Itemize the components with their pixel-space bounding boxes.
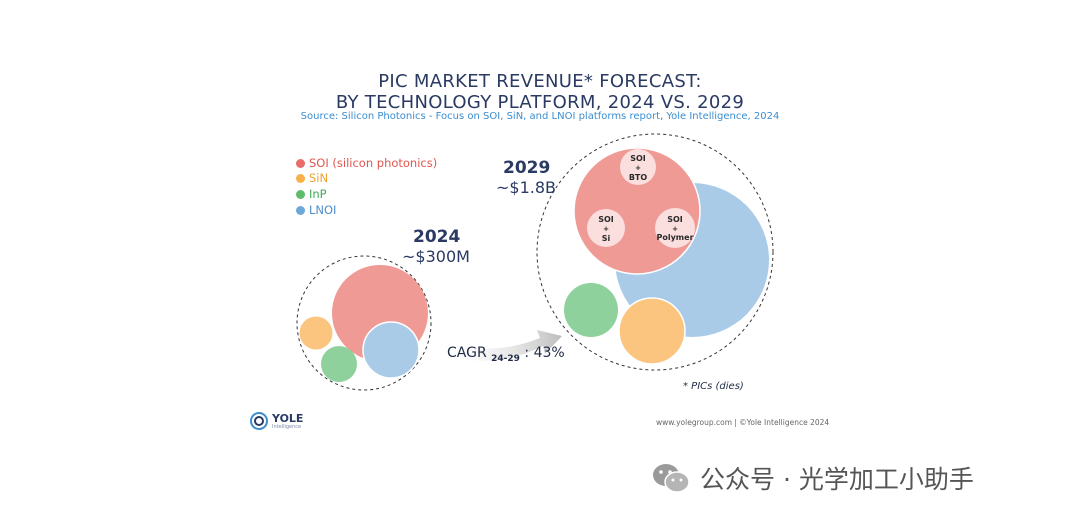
legend-label-inp: InP — [309, 187, 327, 201]
total-label-2024: ~$300M — [402, 247, 470, 266]
year-label-2024: 2024 — [413, 227, 461, 247]
bubble-2029-soi-si — [587, 209, 625, 247]
year-label-2029: 2029 — [503, 158, 551, 178]
legend-label-lnoi: LNOI — [309, 203, 337, 217]
legend-dot-lnoi — [296, 205, 305, 215]
legend-label-soi: SOI (silicon photonics) — [309, 156, 438, 170]
bubble-2029-inp — [564, 283, 618, 337]
wechat-icon — [653, 464, 690, 493]
segment-label-soi-si: SOI — [598, 215, 614, 224]
bubble-2024-sin — [299, 316, 333, 350]
footnote: * PICs (dies) — [683, 381, 744, 392]
chart-title-line2: BY TECHNOLOGY PLATFORM, 2024 VS. 2029 — [335, 92, 745, 113]
segment-label-soi-polymer-plus: + — [672, 225, 678, 233]
segment-label-soi-bto-plus: + — [635, 164, 641, 172]
chart-subtitle: Source: Silicon Photonics - Focus on SOI… — [300, 111, 780, 122]
copyright-text: www.yolegroup.com | ©Yole Intelligence 2… — [656, 418, 830, 427]
bubble-2029-outline — [536, 133, 774, 371]
bubble-2024-outline — [296, 255, 432, 391]
cagr-text: CAGR — [447, 345, 487, 361]
legend-label-sin: SiN — [309, 171, 329, 185]
segment-label-soi-bto-bto: BTO — [629, 173, 648, 182]
bubble-2024-lnoi — [362, 321, 420, 379]
legend-dot-soi — [296, 158, 305, 168]
yole-logo-subtext: Intelligence — [272, 423, 302, 430]
legend-dot-sin — [296, 173, 305, 183]
bubble-2029-soi-polymer — [655, 208, 695, 248]
segment-label-soi-si-si: Si — [602, 234, 611, 243]
legend-item-lnoi: LNOI — [296, 202, 336, 218]
cagr-value: 43% — [533, 345, 565, 361]
cagr-label: CAGR 24-29 : 43% — [447, 345, 565, 364]
segment-label-soi-polymer-polymer: Polymer — [656, 233, 693, 242]
legend-dot-inp — [296, 189, 305, 199]
bubble-2029-soi-bto — [620, 149, 656, 185]
segment-label-soi-polymer: SOI — [667, 215, 683, 224]
bubble-2029-sin — [618, 297, 686, 365]
yole-logo-text: YOLE — [272, 411, 304, 425]
cagr-period: 24-29 — [491, 353, 520, 364]
bubble-2024-inp — [321, 346, 357, 382]
total-label-2029: ~$1.8B — [496, 178, 557, 197]
chart-title-line1: PIC MARKET REVENUE* FORECAST: — [378, 71, 702, 92]
legend-item-sin: SiN — [296, 170, 328, 186]
legend-item-soi: SOI (silicon photonics) — [296, 155, 437, 171]
segment-label-soi-bto: SOI — [630, 154, 646, 163]
watermark: 公众号 · 光学加工小助手 — [650, 460, 974, 496]
cagr-arrow — [440, 330, 562, 361]
watermark-text: 公众号 · 光学加工小助手 — [700, 465, 974, 494]
yole-logo-icon — [250, 412, 268, 430]
yole-logo: YOLE Intelligence — [249, 411, 303, 431]
segment-label-soi-si-plus: + — [603, 225, 609, 233]
legend-item-inp: InP — [296, 186, 327, 202]
